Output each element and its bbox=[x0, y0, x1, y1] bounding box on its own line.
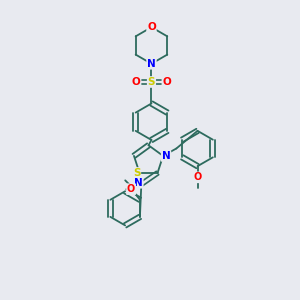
Text: O: O bbox=[132, 77, 140, 87]
Text: S: S bbox=[148, 77, 155, 87]
Text: O: O bbox=[127, 184, 135, 194]
Text: O: O bbox=[194, 172, 202, 182]
Text: N: N bbox=[134, 178, 143, 188]
Text: N: N bbox=[162, 151, 170, 161]
Text: O: O bbox=[147, 22, 156, 32]
Text: S: S bbox=[133, 168, 140, 178]
Text: methoxy: methoxy bbox=[118, 178, 124, 179]
Text: O: O bbox=[162, 77, 171, 87]
Text: N: N bbox=[147, 59, 156, 69]
